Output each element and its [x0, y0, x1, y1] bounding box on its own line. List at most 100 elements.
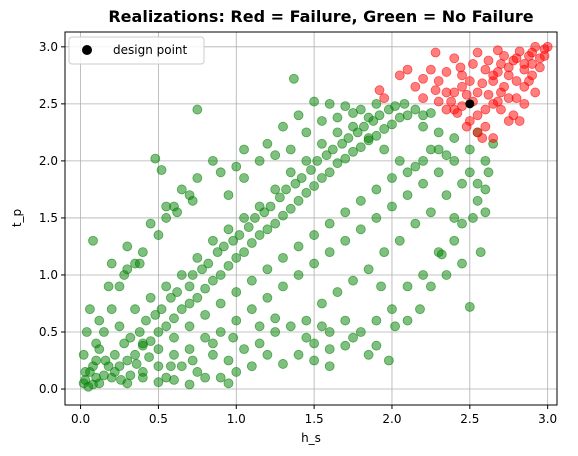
- no-failure-point: [441, 190, 452, 201]
- no-failure-point: [176, 184, 187, 195]
- failure-point: [464, 76, 475, 86]
- no-failure-point: [208, 155, 218, 166]
- failure-point: [433, 96, 444, 107]
- no-failure-point: [114, 281, 125, 292]
- no-failure-point: [359, 121, 369, 132]
- no-failure-point: [200, 372, 211, 383]
- no-failure-point: [246, 238, 257, 248]
- failure-point: [539, 51, 550, 61]
- failure-point: [477, 133, 488, 143]
- no-failure-point: [449, 213, 460, 223]
- no-failure-point: [449, 235, 460, 246]
- no-failure-point: [278, 121, 288, 132]
- no-failure-point: [312, 155, 323, 166]
- no-failure-point: [150, 153, 161, 164]
- no-failure-point: [324, 167, 335, 178]
- no-failure-point: [203, 258, 214, 269]
- no-failure-point: [250, 213, 260, 223]
- failure-point: [480, 64, 491, 75]
- no-failure-point: [81, 327, 92, 337]
- no-failure-point: [106, 304, 117, 315]
- no-failure-point: [371, 315, 382, 326]
- no-failure-point: [379, 124, 390, 134]
- failure-point: [430, 85, 441, 96]
- no-failure-point: [441, 270, 452, 280]
- no-failure-point: [94, 344, 105, 355]
- no-failure-point: [301, 127, 312, 138]
- no-failure-point: [184, 281, 195, 292]
- no-failure-point: [169, 375, 179, 385]
- no-failure-point: [348, 275, 358, 286]
- failure-point: [492, 96, 503, 107]
- plot-frame: [64, 31, 558, 406]
- failure-point: [524, 76, 534, 86]
- no-failure-point: [246, 361, 257, 372]
- no-failure-point: [293, 195, 304, 206]
- no-failure-point: [296, 173, 307, 183]
- no-failure-point: [332, 158, 343, 169]
- no-failure-point: [161, 281, 172, 292]
- no-failure-point: [137, 247, 148, 258]
- no-failure-point: [200, 283, 211, 294]
- no-failure-point: [262, 138, 273, 149]
- failure-point: [379, 93, 390, 104]
- failure-point: [394, 70, 405, 81]
- failure-point: [483, 89, 494, 100]
- no-failure-point: [94, 378, 105, 389]
- no-failure-point: [234, 230, 245, 240]
- no-failure-point: [293, 349, 304, 360]
- design-point-marker: [465, 99, 475, 109]
- no-failure-point: [192, 104, 203, 115]
- failure-point: [503, 62, 514, 73]
- no-failure-point: [161, 321, 172, 332]
- no-failure-point: [228, 235, 239, 246]
- no-failure-point: [215, 167, 226, 178]
- x-tick-label: 0.5: [149, 412, 168, 426]
- failure-point: [499, 81, 509, 92]
- no-failure-point: [200, 332, 211, 343]
- no-failure-point: [468, 213, 478, 223]
- legend: design point: [68, 36, 205, 65]
- no-failure-point: [464, 302, 475, 312]
- y-tick-label: 0.0: [39, 382, 58, 396]
- y-tick-label: 0.5: [39, 325, 58, 339]
- no-failure-point: [293, 110, 304, 121]
- no-failure-point: [425, 207, 436, 218]
- x-tick-label: 1.0: [227, 412, 246, 426]
- x-tick-label: 2.5: [460, 412, 479, 426]
- no-failure-point: [402, 167, 413, 178]
- legend-box: [68, 36, 205, 65]
- no-failure-point: [254, 201, 265, 212]
- no-failure-point: [254, 155, 265, 166]
- no-failure-point: [262, 224, 273, 235]
- no-failure-point: [218, 241, 229, 252]
- no-failure-point: [231, 367, 242, 377]
- failure-point: [461, 89, 472, 100]
- no-failure-point: [208, 235, 218, 246]
- failure-point: [430, 47, 441, 58]
- no-failure-point: [290, 178, 301, 189]
- y-tick-label: 1.0: [39, 268, 58, 282]
- failure-point: [410, 81, 421, 92]
- failure-point: [433, 76, 444, 86]
- no-failure-point: [262, 292, 273, 303]
- failure-point: [508, 55, 519, 66]
- no-failure-point: [184, 298, 195, 309]
- failure-point: [530, 87, 541, 98]
- no-failure-point: [165, 361, 176, 372]
- x-tick-label: 2.0: [382, 412, 401, 426]
- no-failure-point: [125, 332, 136, 343]
- no-failure-point: [80, 367, 91, 377]
- legend-label-design-point: design point: [113, 43, 188, 57]
- no-failure-point: [324, 361, 335, 372]
- no-failure-point: [394, 155, 405, 166]
- no-failure-point: [425, 108, 436, 118]
- no-failure-point: [285, 167, 296, 178]
- no-failure-point: [100, 355, 111, 366]
- no-failure-point: [130, 349, 140, 360]
- y-axis-ticks: 0.0 0.5 1.0 1.5 2.0 2.5 3.0: [39, 40, 65, 396]
- no-failure-point: [231, 161, 242, 172]
- failure-point: [472, 110, 483, 121]
- x-axis-ticks: 0.0 0.5 1.0 1.5 2.0 2.5 3.0: [71, 405, 557, 426]
- no-failure-point: [355, 195, 366, 206]
